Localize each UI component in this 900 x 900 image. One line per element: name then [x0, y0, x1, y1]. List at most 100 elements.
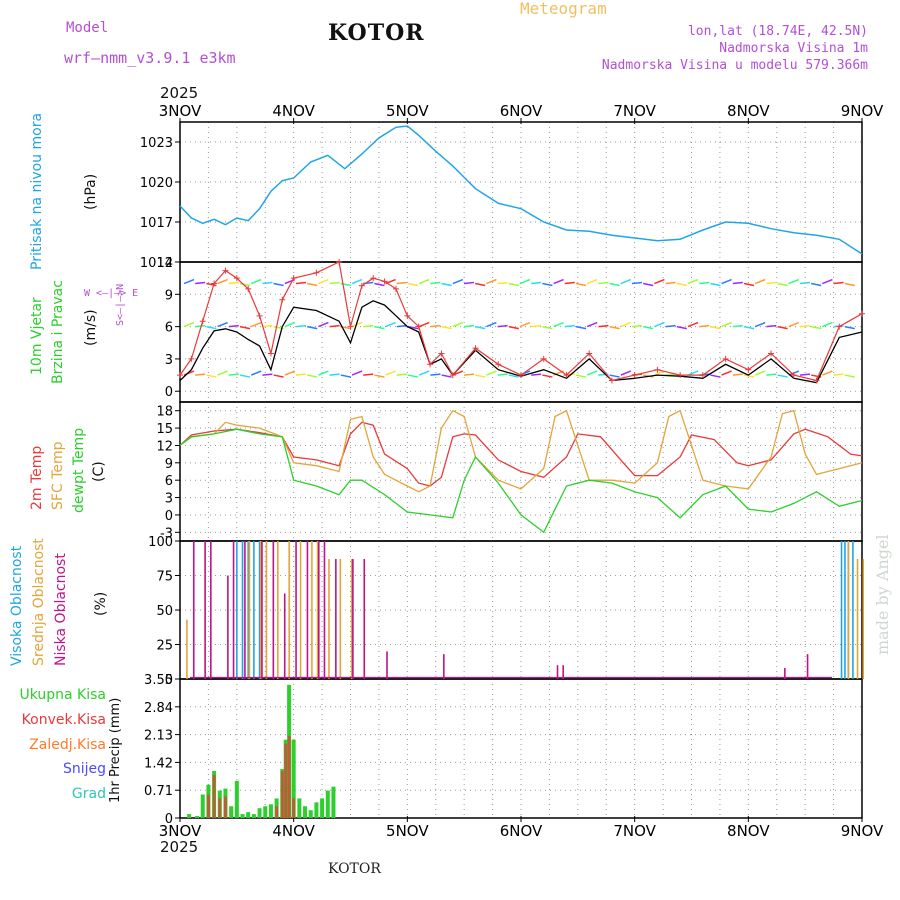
year-top: 2025	[160, 84, 199, 102]
y-tick-label: 3	[165, 353, 173, 368]
wind-barb	[486, 278, 497, 285]
wind-barb	[609, 325, 620, 330]
wind-gust-marker	[790, 372, 797, 379]
wind-barb	[307, 325, 318, 330]
wind-barb	[228, 324, 239, 328]
wind-barb	[441, 282, 452, 287]
wind-gust-marker	[381, 278, 388, 285]
y-tick-label: 1023	[140, 136, 173, 151]
wind-gust-marker	[722, 355, 729, 362]
wind-gust-marker	[677, 372, 684, 379]
wind-barb	[754, 278, 766, 285]
x-day-label-bottom: 4NOV	[272, 822, 315, 840]
wind-barb	[295, 281, 307, 285]
precip-total-bar	[257, 808, 262, 818]
wind-barb	[643, 325, 654, 330]
wind-barb	[329, 373, 340, 376]
wind-gust-marker	[768, 350, 775, 357]
meteogram-label: Meteogram	[520, 0, 607, 18]
wind-barb	[609, 374, 620, 378]
wind-barb	[239, 282, 251, 287]
precip-total-bar	[297, 798, 302, 818]
wind-gust-marker	[404, 312, 411, 319]
wind-barb	[374, 325, 385, 330]
wind-barb	[340, 282, 351, 287]
wind-barb	[385, 321, 396, 328]
precip-conv-bar	[287, 735, 291, 818]
wind-gust-marker	[347, 323, 354, 330]
page-title: KOTOR	[328, 20, 425, 46]
wind-gust-marker	[495, 361, 502, 368]
y-tick-label: 1014	[140, 256, 173, 271]
y-tick-label: 1017	[140, 216, 173, 231]
wind-barb	[822, 321, 833, 328]
wind-barb	[475, 282, 486, 287]
y-tick-label: 0	[165, 385, 173, 400]
y-tick-label: 25	[156, 639, 173, 654]
wind-barb	[654, 278, 665, 285]
wind-barb	[811, 282, 822, 287]
precip-total-bar	[240, 814, 245, 818]
wind-barb	[844, 374, 855, 378]
wind-barb	[430, 324, 441, 328]
x-day-label-top: 7NOV	[613, 102, 656, 120]
wind-barb	[754, 321, 766, 328]
wind-gust-marker	[233, 275, 240, 282]
x-day-label-top: 4NOV	[272, 102, 315, 120]
wind-barb	[665, 324, 676, 328]
wind-barb	[620, 370, 632, 376]
wind-barb	[732, 373, 743, 376]
precip-total-bar	[308, 810, 313, 818]
y-tick-label: 50	[156, 604, 173, 619]
temp-sfc-line	[179, 409, 863, 493]
wind-barb	[542, 325, 553, 330]
wind-gust-marker	[586, 350, 593, 357]
wind-barb	[407, 374, 419, 378]
wind-barb	[844, 282, 855, 287]
wind-barb	[766, 281, 777, 285]
precip-conv-bar	[223, 796, 227, 818]
legend-snow: Snijeg	[62, 761, 106, 777]
wind-barb	[631, 281, 643, 285]
precip-conv-bar	[212, 774, 216, 818]
precip-conv-bar	[275, 806, 279, 818]
wind-barb	[452, 370, 464, 376]
precip-total-bar	[325, 790, 330, 818]
wind-barb	[531, 373, 542, 376]
x-day-label-top: 8NOV	[727, 102, 770, 120]
wind-barb	[643, 282, 654, 287]
y-tick-label: 3.55	[144, 673, 173, 688]
wind-gust-marker	[290, 275, 297, 282]
wind-barb	[418, 278, 430, 285]
x-day-label-bottom: 3NOV	[159, 822, 202, 840]
precip-total-bar	[331, 786, 336, 818]
wind-gust-marker	[222, 267, 229, 274]
wind-barb	[206, 282, 217, 287]
wind-barb	[609, 282, 620, 287]
wind-barb	[654, 321, 665, 328]
wind-barb	[307, 374, 318, 378]
wind-barb	[250, 370, 262, 376]
wind-barb	[676, 325, 687, 330]
wind-barb	[822, 370, 833, 376]
wind-barb	[721, 370, 732, 376]
wind-gust-marker	[177, 372, 183, 379]
wind-barb	[710, 325, 721, 330]
wind-barb	[531, 281, 542, 285]
wind-barb	[374, 374, 385, 378]
wind-gust-marker	[540, 355, 547, 362]
wind-compass-we: W <—|—> E	[84, 288, 139, 299]
wind-barb	[833, 373, 844, 376]
wind-gust-marker	[859, 310, 865, 317]
y-tick-label: 18	[156, 405, 173, 420]
wind-gust-marker	[745, 366, 752, 373]
wind-barb	[396, 281, 407, 285]
wind-barb	[318, 370, 329, 376]
precip-total-bar	[303, 806, 308, 818]
wind-barb	[396, 373, 407, 376]
wind-barb	[497, 373, 508, 376]
wind-barb	[463, 324, 475, 328]
wind-gust-marker	[427, 361, 434, 368]
wind-barb	[620, 278, 632, 285]
wind-gust-marker	[472, 345, 479, 352]
